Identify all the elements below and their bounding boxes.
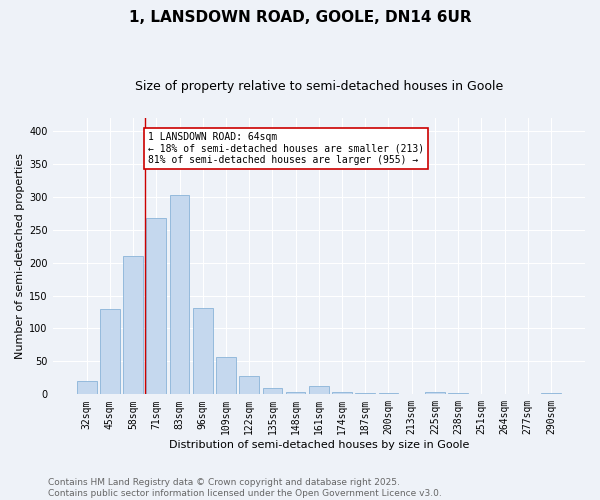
Bar [193,308,212,394]
Bar [332,392,352,394]
Bar [123,256,143,394]
Bar [216,357,236,395]
Bar [77,381,97,394]
Bar [263,388,282,394]
Y-axis label: Number of semi-detached properties: Number of semi-detached properties [15,153,25,359]
X-axis label: Distribution of semi-detached houses by size in Goole: Distribution of semi-detached houses by … [169,440,469,450]
Bar [309,386,329,394]
Title: Size of property relative to semi-detached houses in Goole: Size of property relative to semi-detach… [135,80,503,93]
Bar [239,376,259,394]
Text: 1, LANSDOWN ROAD, GOOLE, DN14 6UR: 1, LANSDOWN ROAD, GOOLE, DN14 6UR [128,10,472,25]
Text: Contains HM Land Registry data © Crown copyright and database right 2025.
Contai: Contains HM Land Registry data © Crown c… [48,478,442,498]
Bar [100,308,120,394]
Bar [448,393,468,394]
Bar [146,218,166,394]
Bar [379,393,398,394]
Bar [286,392,305,394]
Bar [170,195,190,394]
Bar [541,393,561,394]
Bar [425,392,445,394]
Bar [355,393,375,394]
Text: 1 LANSDOWN ROAD: 64sqm
← 18% of semi-detached houses are smaller (213)
81% of se: 1 LANSDOWN ROAD: 64sqm ← 18% of semi-det… [148,132,424,166]
